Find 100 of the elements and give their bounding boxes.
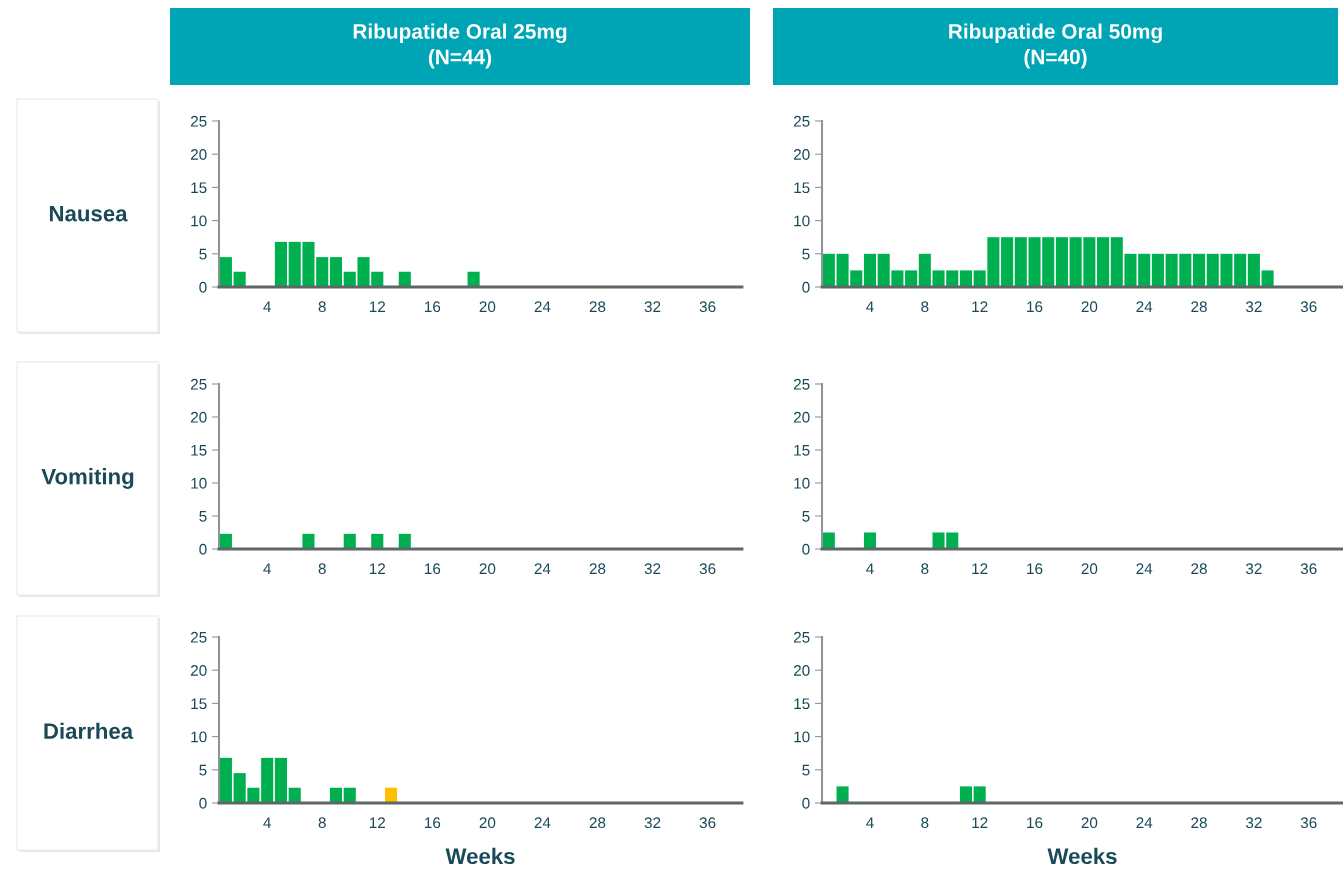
x-axis-title: Weeks bbox=[445, 847, 515, 865]
bar bbox=[918, 253, 931, 287]
x-tick-label: 28 bbox=[1191, 301, 1207, 313]
y-tick-label: 20 bbox=[190, 665, 207, 676]
bar bbox=[233, 271, 246, 287]
bar bbox=[1193, 253, 1206, 287]
x-tick-label: 36 bbox=[1300, 817, 1317, 829]
y-tick-label: 25 bbox=[793, 378, 810, 390]
y-tick-label: 10 bbox=[191, 215, 207, 227]
y-tick-label: 0 bbox=[802, 543, 810, 555]
x-tick-label: 8 bbox=[921, 563, 929, 575]
bar bbox=[384, 787, 398, 803]
x-tick-label: 12 bbox=[972, 301, 988, 312]
y-tick-label: 15 bbox=[191, 182, 207, 194]
y-tick-label: 15 bbox=[794, 698, 810, 710]
y-tick-label: 20 bbox=[793, 149, 810, 160]
x-tick-label: 16 bbox=[1027, 301, 1043, 313]
bar bbox=[1234, 253, 1247, 287]
y-tick-label: 0 bbox=[802, 281, 810, 293]
x-tick-label: 4 bbox=[263, 563, 271, 574]
y-tick-label: 10 bbox=[794, 215, 810, 227]
y-tick-label: 25 bbox=[793, 631, 810, 643]
y-tick-label: 0 bbox=[199, 543, 207, 555]
bar bbox=[822, 253, 835, 287]
x-tick-label: 16 bbox=[1027, 563, 1043, 575]
x-tick-label: 16 bbox=[425, 301, 441, 313]
y-tick-label: 10 bbox=[191, 731, 207, 743]
y-tick-label: 20 bbox=[793, 665, 810, 676]
bar bbox=[1247, 253, 1260, 287]
bar bbox=[905, 270, 918, 287]
y-tick-label: 15 bbox=[191, 445, 207, 456]
x-tick-label: 24 bbox=[534, 301, 551, 312]
y-tick-label: 5 bbox=[199, 511, 207, 522]
x-tick-label: 12 bbox=[369, 563, 386, 574]
bar bbox=[467, 271, 480, 287]
bar bbox=[1151, 253, 1164, 287]
y-tick-label: 20 bbox=[190, 411, 207, 423]
bar bbox=[219, 257, 232, 287]
y-tick-label: 5 bbox=[199, 764, 207, 776]
y-tick-label: 20 bbox=[190, 149, 207, 160]
y-tick-label: 10 bbox=[794, 731, 810, 743]
x-tick-label: 24 bbox=[534, 817, 551, 828]
x-tick-label: 28 bbox=[1191, 563, 1207, 575]
bar bbox=[329, 257, 343, 287]
y-tick-label: 0 bbox=[802, 797, 810, 809]
y-tick-label: 5 bbox=[802, 248, 810, 260]
y-axis-title: Diarrhea bbox=[44, 722, 134, 739]
x-axis-title: Weeks bbox=[1047, 847, 1117, 865]
x-tick-label: 20 bbox=[479, 301, 496, 313]
x-tick-label: 16 bbox=[425, 563, 441, 575]
x-tick-label: 20 bbox=[1081, 817, 1098, 829]
x-tick-label: 4 bbox=[263, 301, 271, 312]
x-tick-label: 36 bbox=[1300, 563, 1317, 575]
x-tick-label: 8 bbox=[921, 301, 929, 313]
bar bbox=[343, 787, 356, 803]
bar bbox=[261, 757, 274, 803]
y-tick-label: 20 bbox=[793, 411, 810, 423]
x-tick-label: 28 bbox=[1191, 817, 1207, 829]
x-tick-label: 8 bbox=[921, 817, 929, 829]
x-tick-label: 24 bbox=[534, 563, 551, 574]
bar bbox=[959, 270, 972, 287]
x-tick-label: 32 bbox=[1245, 817, 1262, 829]
x-tick-label: 4 bbox=[263, 817, 271, 828]
x-tick-label: 28 bbox=[589, 563, 606, 575]
y-tick-label: 15 bbox=[191, 698, 207, 710]
x-tick-label: 32 bbox=[644, 301, 661, 313]
bar bbox=[1001, 237, 1014, 287]
y-tick-label: 25 bbox=[793, 115, 810, 127]
y-tick-label: 0 bbox=[199, 797, 207, 809]
bar bbox=[1055, 237, 1068, 287]
x-tick-label: 4 bbox=[866, 301, 874, 312]
x-tick-label: 28 bbox=[589, 817, 606, 829]
x-tick-label: 36 bbox=[1300, 301, 1317, 313]
x-tick-label: 24 bbox=[1136, 301, 1153, 312]
x-tick-label: 4 bbox=[866, 563, 874, 574]
x-tick-label: 24 bbox=[1136, 817, 1153, 828]
y-tick-label: 5 bbox=[199, 248, 207, 260]
x-tick-label: 24 bbox=[1136, 563, 1153, 574]
x-tick-label: 16 bbox=[1027, 817, 1043, 829]
x-tick-label: 4 bbox=[866, 817, 874, 828]
x-tick-label: 8 bbox=[318, 817, 326, 829]
y-tick-label: 15 bbox=[794, 445, 810, 456]
y-tick-label: 10 bbox=[191, 477, 207, 489]
y-tick-label: 0 bbox=[199, 281, 207, 293]
x-tick-label: 32 bbox=[644, 563, 661, 575]
x-tick-label: 36 bbox=[699, 817, 716, 829]
y-tick-label: 25 bbox=[190, 631, 207, 643]
x-tick-label: 32 bbox=[1245, 301, 1262, 313]
y-axis-title: Nausea bbox=[49, 205, 128, 222]
bar bbox=[288, 787, 301, 803]
x-tick-label: 12 bbox=[972, 563, 988, 574]
bar bbox=[329, 787, 343, 803]
bar bbox=[1261, 270, 1274, 287]
bar bbox=[398, 271, 411, 287]
y-tick-label: 25 bbox=[190, 115, 207, 127]
x-tick-label: 8 bbox=[318, 301, 326, 313]
x-tick-label: 12 bbox=[972, 817, 988, 828]
x-tick-label: 20 bbox=[479, 817, 496, 829]
y-tick-label: 15 bbox=[794, 182, 810, 194]
bar bbox=[1097, 237, 1110, 287]
